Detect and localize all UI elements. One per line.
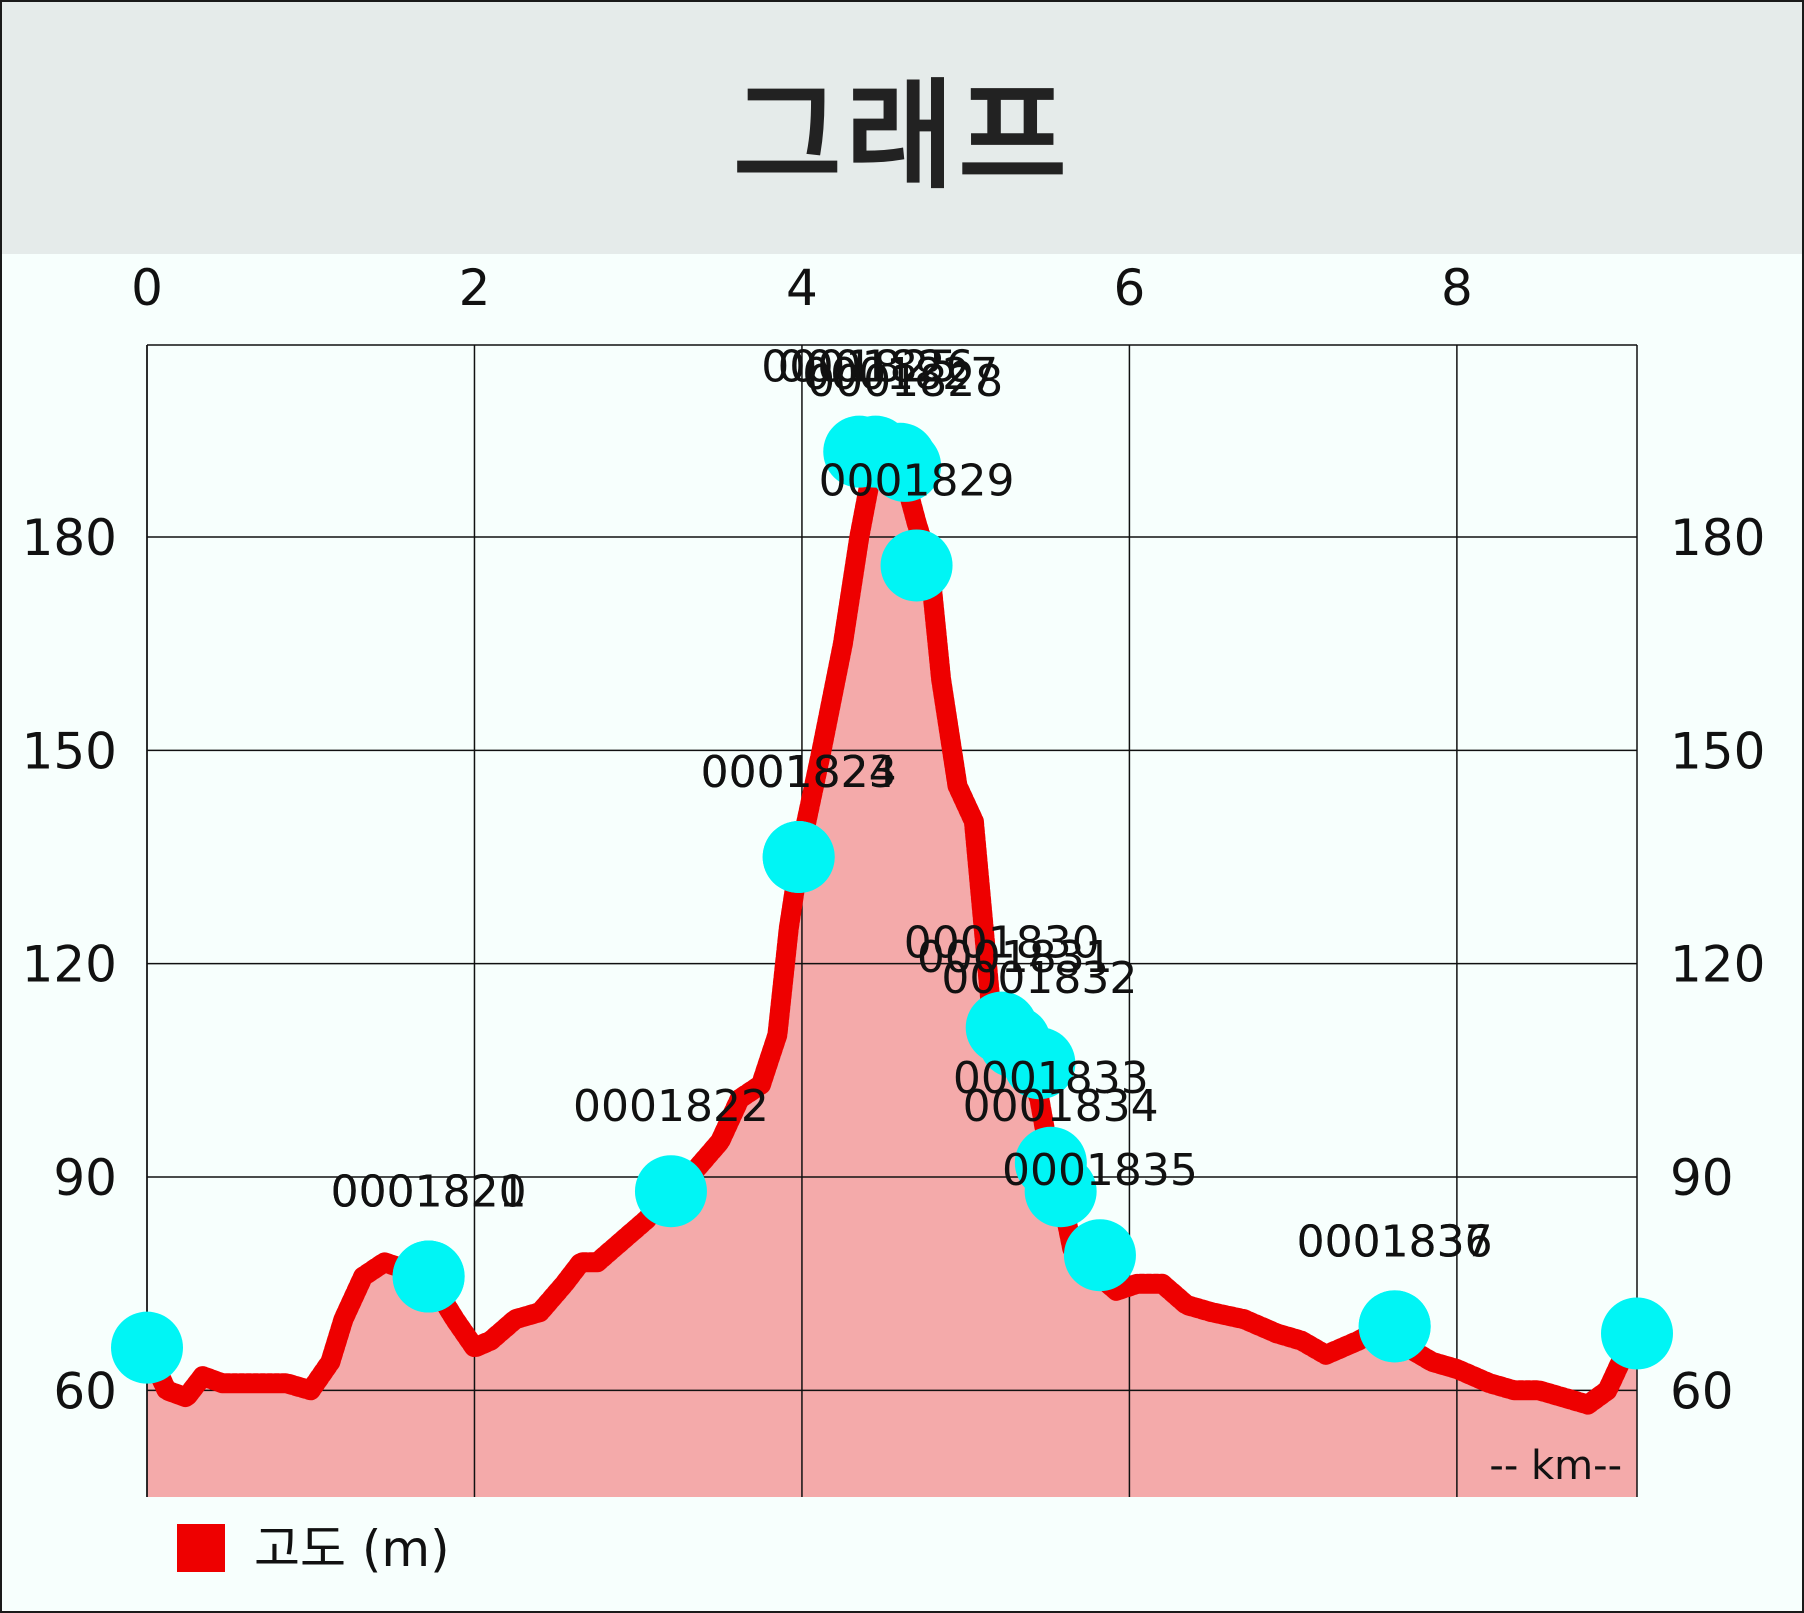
x-tick-label: 4 xyxy=(786,259,818,317)
waypoint-marker xyxy=(762,821,835,893)
y-tick-label-right: 60 xyxy=(1670,1362,1734,1420)
x-tick-label: 2 xyxy=(459,259,491,317)
waypoint-marker xyxy=(111,1311,183,1384)
waypoint-label: 0001821 xyxy=(331,1167,527,1218)
title-bar: 그래프 xyxy=(2,2,1802,254)
y-tick-label-left: 90 xyxy=(53,1149,117,1207)
waypoint-label: 0001827 xyxy=(802,349,998,400)
waypoint-label: 0001836 xyxy=(1297,1216,1493,1267)
x-tick-label: 0 xyxy=(131,259,163,317)
y-tick-label-right: 150 xyxy=(1670,722,1765,780)
x-tick-label: 8 xyxy=(1441,259,1473,317)
waypoint-marker xyxy=(1024,1155,1097,1228)
waypoint-label: 0001826 xyxy=(778,342,974,393)
chart-title: 그래프 xyxy=(733,66,1071,205)
waypoint-marker xyxy=(880,529,953,602)
legend-swatch xyxy=(177,1524,225,1572)
waypoint-label: 0001822 xyxy=(573,1081,769,1132)
waypoint-label: 0001831 xyxy=(917,932,1113,983)
waypoint-label: 0001837 xyxy=(1297,1216,1493,1267)
waypoint-label: 0001833 xyxy=(953,1053,1149,1104)
waypoint-label: 0001835 xyxy=(1002,1145,1198,1196)
y-tick-label-left: 180 xyxy=(22,509,117,567)
waypoint-marker xyxy=(869,429,942,502)
y-tick-label-right: 120 xyxy=(1670,936,1765,994)
y-tick-label-right: 180 xyxy=(1670,509,1765,567)
waypoint-label: 0001828 xyxy=(807,356,1003,407)
waypoint-label: 0001830 xyxy=(904,918,1100,969)
waypoint-label: 0001834 xyxy=(963,1081,1159,1132)
x-tick-label: 6 xyxy=(1114,259,1146,317)
y-tick-label-right: 90 xyxy=(1670,1149,1734,1207)
y-tick-label-left: 150 xyxy=(22,722,117,780)
waypoint-label: 0001832 xyxy=(941,953,1137,1004)
x-unit-label: -- km-- xyxy=(1489,1443,1622,1489)
waypoint-label: 0001820 xyxy=(331,1167,527,1218)
legend-label: 고도 (m) xyxy=(254,1520,450,1578)
waypoint-label: 0001829 xyxy=(819,455,1015,506)
waypoint-marker xyxy=(1003,1027,1076,1100)
y-tick-label-left: 60 xyxy=(53,1362,117,1420)
waypoint-label: 0001823 xyxy=(701,747,897,798)
waypoint-marker xyxy=(1358,1290,1431,1363)
waypoint-marker xyxy=(392,1240,465,1313)
waypoint-marker xyxy=(634,1155,707,1228)
elevation-area-fill xyxy=(147,451,1637,1498)
waypoint-label: 0001824 xyxy=(701,747,897,798)
waypoint-marker xyxy=(1063,1219,1136,1292)
waypoint-marker xyxy=(1601,1297,1673,1370)
waypoint-label: 0001825 xyxy=(761,342,957,393)
y-tick-label-left: 120 xyxy=(22,936,117,994)
